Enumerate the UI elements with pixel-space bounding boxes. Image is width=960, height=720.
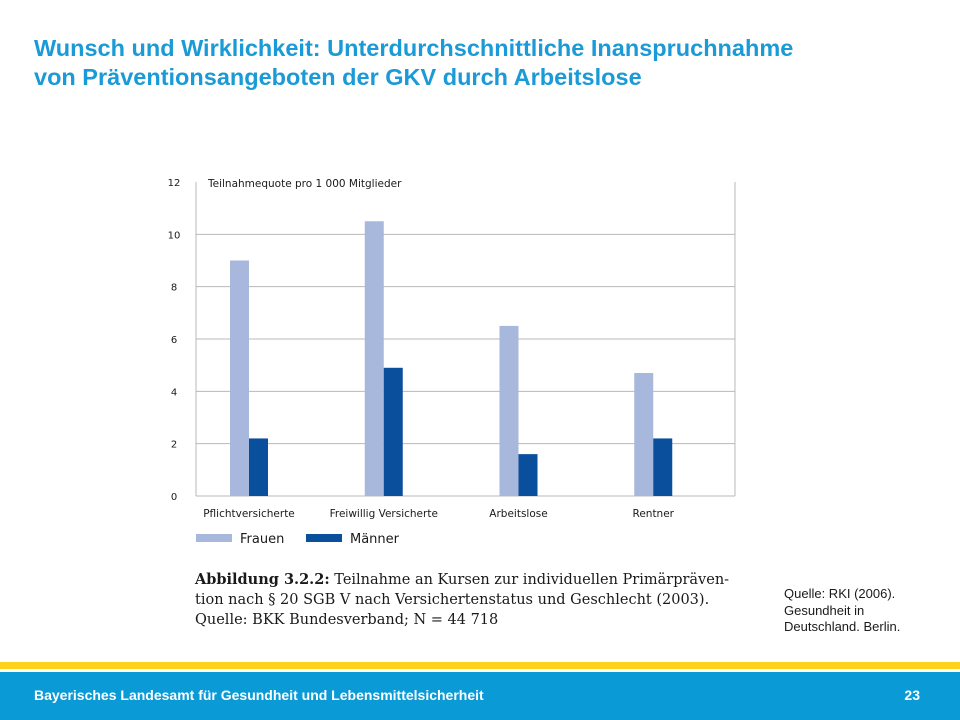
legend-label-1: Männer <box>350 532 400 547</box>
slide-title-line-1: Wunsch und Wirklichkeit: Unterdurchschni… <box>34 35 794 61</box>
x-tick-label-0: Pflichtversicherte <box>203 508 295 520</box>
caption-line-1: Abbildung 3.2.2: Teilnahme an Kursen zur… <box>195 570 729 590</box>
bar-männer-1 <box>383 367 403 496</box>
bar-frauen-1 <box>364 221 384 496</box>
legend-label-0: Frauen <box>240 532 284 547</box>
bar-frauen-3 <box>634 373 654 496</box>
y-tick-label-2: 2 <box>171 440 177 451</box>
y-tick-label-6: 6 <box>171 335 177 346</box>
source-note: Quelle: RKI (2006). Gesundheit in Deutsc… <box>784 586 954 636</box>
figure-caption: Abbildung 3.2.2: Teilnahme an Kursen zur… <box>195 570 729 630</box>
footer-institution: Bayerisches Landesamt für Gesundheit und… <box>34 687 484 703</box>
y-tick-label-8: 8 <box>171 283 177 294</box>
bar-frauen-0 <box>230 260 249 496</box>
caption-line-2: tion nach § 20 SGB V nach Versichertenst… <box>195 592 710 608</box>
y-tick-label-4: 4 <box>171 387 177 398</box>
caption-label: Abbildung 3.2.2: <box>195 571 330 588</box>
footer-bar: Bayerisches Landesamt für Gesundheit und… <box>0 672 960 720</box>
source-line-1: Quelle: RKI (2006). <box>784 586 896 601</box>
caption-line-3: Quelle: BKK Bundesverband; N = 44 718 <box>195 612 499 628</box>
y-tick-label-12: 12 <box>168 178 181 189</box>
footer-divider <box>0 669 960 672</box>
participation-bar-chart: 0 2 4 6 8 10 12 Teilnahmequote pro 1 000 Mitgli… <box>168 178 736 547</box>
caption-line-1-text: Teilnahme an Kursen zur individuellen Pr… <box>329 572 730 588</box>
x-tick-label-2: Arbeitslose <box>489 508 547 520</box>
y-tick-label-0: 0 <box>171 492 177 503</box>
slide-title-line-2: von Präventionsangeboten der GKV durch A… <box>34 64 642 90</box>
bar-männer-2 <box>518 454 538 496</box>
source-line-2: Gesundheit in <box>784 602 865 618</box>
x-tick-label-1: Freiwillig Versicherte <box>330 508 438 520</box>
slide-title: Wunsch und Wirklichkeit: Unterdurchschni… <box>34 34 934 92</box>
bar-frauen-2 <box>499 325 519 496</box>
bar-männer-3 <box>653 438 673 496</box>
bar-männer-0 <box>249 438 268 496</box>
legend-swatch-0 <box>196 534 232 542</box>
source-line-3: Deutschland. Berlin. <box>784 619 901 634</box>
page-number: 23 <box>904 687 920 703</box>
chart-title: Teilnahmequote pro 1 000 Mitglieder <box>207 178 402 190</box>
y-tick-label-10: 10 <box>168 230 181 241</box>
x-tick-label-3: Rentner <box>633 508 675 520</box>
footer-accent-stripe <box>0 662 960 669</box>
legend-swatch-1 <box>306 534 342 542</box>
